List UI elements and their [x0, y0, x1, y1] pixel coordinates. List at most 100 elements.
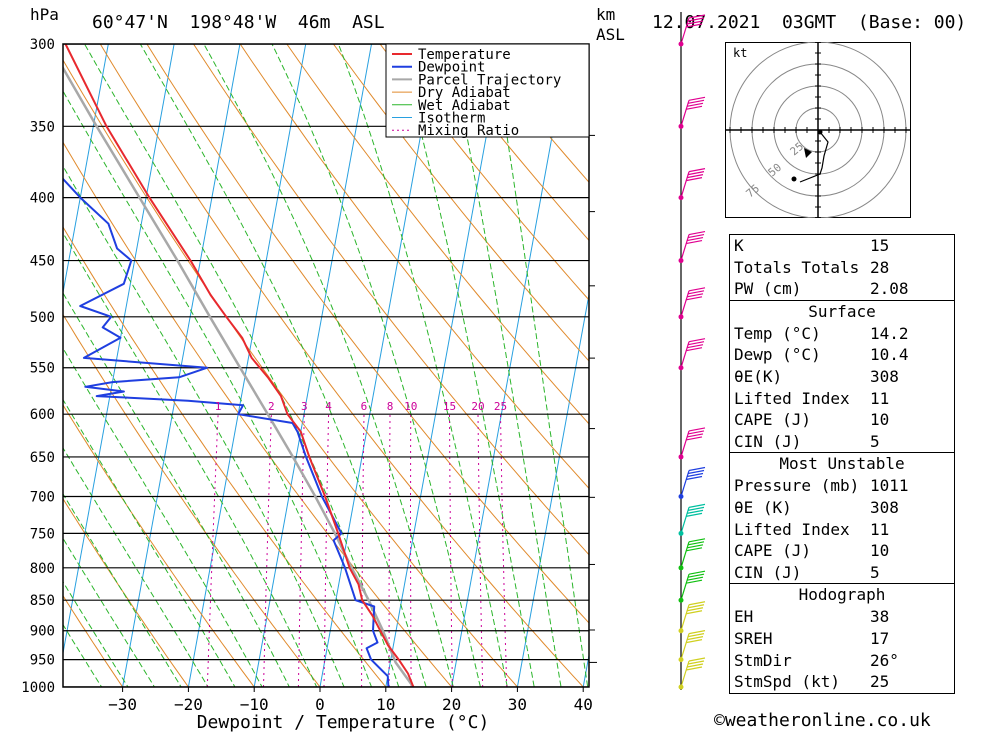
pressure-tick-label: 750 — [30, 526, 55, 542]
wind-barb-feather — [685, 436, 703, 441]
wind-barb-feather — [685, 105, 703, 110]
dry-adiabat-line — [286, 44, 589, 425]
wind-barb-staff — [680, 234, 690, 261]
surface-cape-label: CAPE (J) — [734, 410, 812, 430]
temperature-tick-label: 40 — [574, 695, 593, 714]
mixing-ratio-tick-label: 1 — [215, 400, 222, 413]
mixing-ratio-line — [410, 414, 412, 687]
wind-barb-feather — [686, 509, 704, 514]
hodograph-point — [791, 176, 797, 182]
wind-barb-staff — [680, 341, 690, 368]
surface-cape-value: 10 — [870, 410, 890, 430]
wind-barb-feather — [686, 236, 704, 242]
isotherm-line — [319, 44, 438, 687]
surface-li-value: 11 — [870, 388, 890, 408]
wind-barb-feather — [688, 287, 706, 292]
isotherm-line — [385, 44, 504, 687]
wind-barb-feather — [687, 341, 705, 346]
wind-barb-staff — [680, 171, 690, 198]
mixing-ratio-line — [449, 414, 453, 687]
wet-adiabat-line — [63, 447, 209, 687]
mixing-ratio-tick-label: 4 — [325, 400, 332, 413]
wind-barb-feather — [688, 230, 706, 236]
wet-adiabat-line — [83, 44, 400, 687]
isotherm-line — [63, 44, 109, 296]
pressure-tick-label: 350 — [30, 119, 55, 135]
wind-barb-feather — [686, 544, 704, 549]
wind-barb-feather — [687, 233, 705, 239]
pressure-tick-label: 500 — [30, 310, 55, 326]
mixing-ratio-line — [297, 414, 305, 687]
wind-barb-feather — [686, 102, 704, 107]
pw-value: 2.08 — [870, 279, 909, 299]
wind-barb-feather — [688, 570, 706, 575]
wet-adiabat-line — [397, 44, 535, 687]
pressure-tick-label: 600 — [30, 407, 55, 423]
wind-barb-staff — [680, 604, 690, 631]
stmspd-value: 25 — [870, 672, 890, 692]
wet-adiabat-line — [63, 398, 236, 687]
wet-adiabat-line — [63, 165, 345, 687]
wind-barb-staff — [680, 633, 690, 660]
indices-table: K 15 Totals Totals 28 PW (cm) 2.08 Surface … — [729, 234, 955, 694]
wet-adiabat-line — [63, 347, 263, 687]
wind-barb-staff — [680, 660, 690, 688]
legend-entry: Mixing Ratio — [418, 123, 519, 139]
surface-title: Surface — [808, 301, 876, 321]
wet-adiabat-line — [271, 44, 481, 687]
dry-adiabat-line — [239, 44, 589, 490]
stmdir-value: 26° — [870, 650, 899, 670]
wet-adiabat-line — [448, 44, 562, 687]
wind-barb-feather — [688, 657, 706, 662]
hodograph-point — [817, 129, 823, 135]
legend-entry: Wet Adiabat — [418, 98, 511, 114]
mu-pressure-value: 1011 — [870, 476, 909, 496]
mixing-ratio-line — [500, 414, 508, 687]
surface-cin-value: 5 — [870, 431, 880, 451]
wind-barb-staff — [680, 470, 690, 497]
wind-barb-staff — [680, 430, 690, 458]
surface-dewp-value: 10.4 — [870, 345, 909, 365]
wind-barb-feather — [685, 579, 703, 584]
wind-barb-feather — [685, 475, 703, 481]
wind-barb-feather — [687, 430, 705, 435]
temperature-tick-label: −10 — [240, 695, 269, 714]
eh-value: 38 — [870, 607, 890, 627]
wind-barb-feather — [685, 239, 703, 245]
dry-adiabat-line — [426, 44, 589, 242]
pressure-tick-label: 450 — [30, 254, 55, 270]
totals-totals-value: 28 — [870, 257, 890, 277]
surface-thetae-label: θE(K) — [734, 366, 783, 386]
surface-dewp-label: Dewp (°C) — [734, 345, 821, 365]
wet-adiabat-line — [63, 90, 373, 687]
isotherm-line — [63, 44, 175, 656]
wind-barb-staff — [680, 507, 690, 534]
mu-thetae-label: θE (K) — [734, 497, 792, 517]
pressure-tick-label: 800 — [30, 561, 55, 577]
wind-barb-feather — [685, 666, 703, 671]
temperature-tick-label: −20 — [174, 695, 203, 714]
datetime-title: 12.07.2021 03GMT (Base: 00) — [652, 12, 967, 33]
temperature-tick-label: 10 — [376, 695, 395, 714]
k-index-label: K — [734, 236, 744, 255]
height-unit-asl-label: ASL — [596, 25, 625, 44]
skewt-chart: 3003504004505005506006507007508008509009… — [21, 37, 597, 733]
storm-motion-arrow — [804, 148, 812, 158]
wind-barb-feather — [688, 168, 706, 173]
mu-cin-value: 5 — [870, 562, 880, 582]
wind-barb-feather — [687, 604, 705, 609]
wind-barb-feather — [686, 607, 704, 612]
wind-barb-feather — [687, 660, 705, 665]
wet-adiabat-line — [63, 292, 290, 687]
pressure-tick-label: 950 — [30, 653, 55, 669]
wind-barb-feather — [687, 541, 705, 546]
wind-barb-feather — [686, 576, 704, 581]
wind-barb-feather — [686, 433, 704, 438]
dry-adiabat-line — [146, 44, 589, 624]
wind-barb-feather — [685, 512, 703, 517]
temperature-tick-label: 30 — [508, 695, 527, 714]
isotherm-line — [122, 44, 241, 687]
pressure-tick-label: 650 — [30, 450, 55, 466]
wind-barb-feather — [688, 630, 706, 635]
